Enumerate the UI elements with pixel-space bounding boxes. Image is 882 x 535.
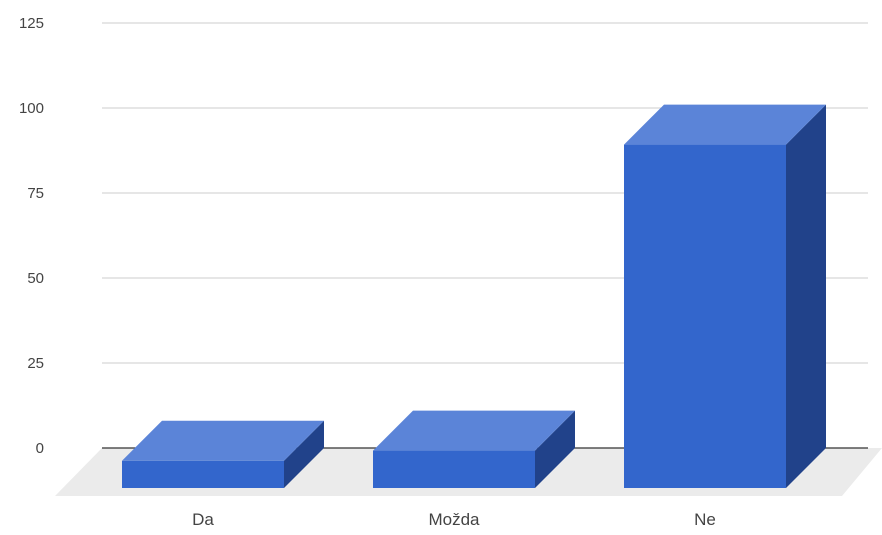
bar-1 (373, 410, 575, 488)
y-tick-label: 0 (36, 440, 44, 457)
bar-side-face (284, 420, 324, 488)
bar-front-face (624, 144, 786, 488)
bar-2 (624, 104, 826, 488)
bar-0 (122, 420, 324, 488)
bar-side-face (535, 410, 575, 488)
x-tick-label: Možda (428, 510, 480, 529)
bars (122, 104, 826, 488)
bar-side-face (786, 104, 826, 488)
x-axis-labels: Da Možda Ne (192, 510, 716, 529)
bar-top-face (373, 410, 575, 451)
x-tick-label: Da (192, 510, 214, 529)
bar-front-face (122, 460, 284, 488)
x-tick-label: Ne (694, 510, 716, 529)
y-tick-label: 50 (27, 270, 44, 287)
bar-top-face (122, 420, 324, 461)
y-tick-label: 25 (27, 355, 44, 372)
bar-top-face (624, 104, 826, 145)
y-axis-ticks: 0 25 50 75 100 125 (19, 15, 44, 457)
y-tick-label: 100 (19, 100, 44, 117)
bar-front-face (373, 450, 535, 488)
y-tick-label: 125 (19, 15, 44, 32)
y-tick-label: 75 (27, 185, 44, 202)
